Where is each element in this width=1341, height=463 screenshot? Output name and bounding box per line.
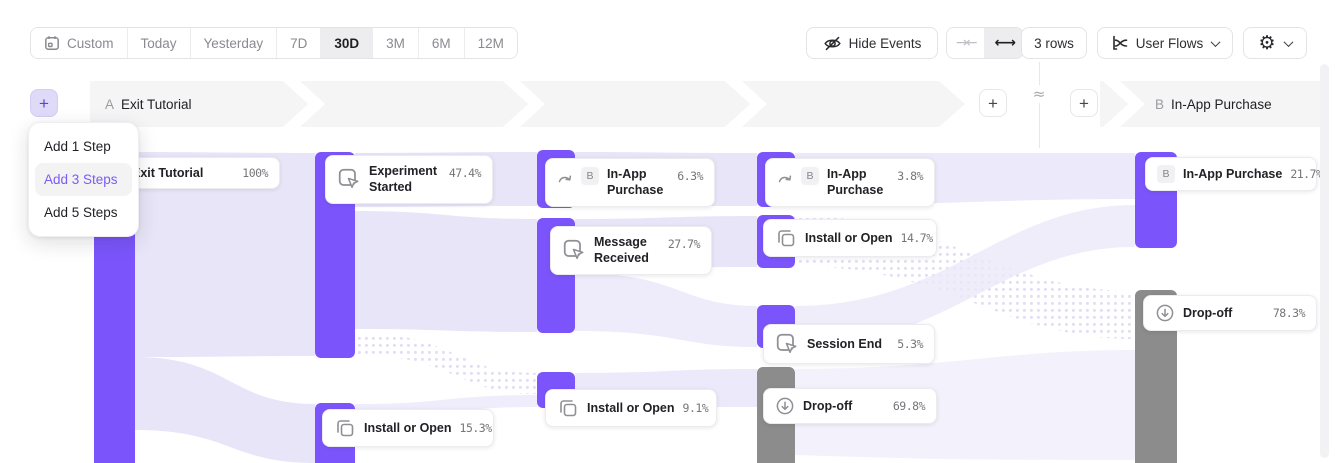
add-step-button-after-a[interactable]: + <box>979 89 1007 117</box>
plus-icon: + <box>988 93 998 113</box>
chevron-separator-icon <box>1103 81 1145 127</box>
add-step-menu: Add 1 Step Add 3 Steps Add 5 Steps <box>28 122 139 237</box>
menu-item-add-3-steps[interactable]: Add 3 Steps <box>35 163 132 196</box>
date-range-yesterday[interactable]: Yesterday <box>190 28 278 58</box>
section-divider <box>1039 62 1040 148</box>
plus-icon: + <box>1079 93 1089 113</box>
flow-node-in-app-purchase-21[interactable]: B In-App Purchase 21.7% <box>1145 157 1323 191</box>
date-range-6m[interactable]: 6M <box>418 28 465 58</box>
flow-node-in-app-purchase-3[interactable]: B In-App Purchase 3.8% <box>765 158 935 207</box>
hide-events-label: Hide Events <box>848 35 922 51</box>
expand-arrows-icon: ←→ <box>994 35 1016 51</box>
approx-separator: ≈ <box>1028 85 1050 103</box>
column-width-control: →← ←→ <box>946 27 1024 59</box>
dropoff-icon <box>1156 304 1174 322</box>
step-header-band-a: A Exit Tutorial <box>90 81 965 127</box>
event-icon <box>776 333 797 354</box>
calendar-icon <box>45 36 59 50</box>
flow-node-drop-off-78[interactable]: Drop-off 78.3% <box>1143 295 1317 331</box>
menu-item-add-5-steps[interactable]: Add 5 Steps <box>44 205 118 220</box>
flow-node-message-received[interactable]: Message Received 27.7% <box>550 226 712 275</box>
vertical-scrollbar[interactable] <box>1320 64 1329 458</box>
flow-node-session-end[interactable]: Session End 5.3% <box>763 324 935 364</box>
install-icon <box>337 420 354 437</box>
step-b-badge: B <box>801 167 819 185</box>
flow-node-in-app-purchase-6[interactable]: B In-App Purchase 6.3% <box>545 158 715 207</box>
flow-node-experiment-started[interactable]: Experiment Started 47.4% <box>325 155 493 204</box>
date-range-custom-label: Custom <box>67 35 114 51</box>
section-a-title: A Exit Tutorial <box>105 81 192 127</box>
plus-icon: + <box>39 93 49 113</box>
settings-dropdown[interactable]: ⚙ <box>1243 27 1307 59</box>
step-b-badge: B <box>1157 165 1175 183</box>
add-step-button-left[interactable]: + <box>30 89 58 117</box>
date-range-today[interactable]: Today <box>127 28 191 58</box>
eye-off-icon <box>823 36 841 50</box>
chevron-separator-icon <box>283 81 325 127</box>
flow-node-exit-tutorial[interactable]: Exit Tutorial 100% <box>120 157 280 190</box>
add-step-button-before-b[interactable]: + <box>1070 89 1098 117</box>
date-range-30d[interactable]: 30D <box>321 28 374 58</box>
flow-node-drop-off-69[interactable]: Drop-off 69.8% <box>763 388 937 424</box>
chevron-separator-icon <box>725 81 767 127</box>
date-range-custom[interactable]: Custom <box>31 28 128 58</box>
flow-node-install-or-open-15[interactable]: Install or Open 15.3% <box>322 409 494 447</box>
menu-item-add-1-step[interactable]: Add 1 Step <box>44 139 111 154</box>
date-range-control: Custom Today Yesterday 7D 30D 3M 6M 12M <box>30 27 518 59</box>
view-selector-dropdown[interactable]: User Flows <box>1097 27 1233 59</box>
expand-columns-button[interactable]: ←→ <box>985 28 1023 58</box>
date-range-3m[interactable]: 3M <box>373 28 419 58</box>
rows-button[interactable]: 3 rows <box>1021 27 1087 59</box>
event-icon <box>338 169 359 189</box>
section-b-prefix: B <box>1155 96 1165 112</box>
date-range-12m[interactable]: 12M <box>464 28 517 58</box>
step-b-badge: B <box>581 167 599 185</box>
install-icon <box>560 400 577 417</box>
collapse-arrows-icon: →← <box>956 35 978 51</box>
step-header-band-b: B In-App Purchase <box>1100 81 1325 127</box>
gear-icon: ⚙ <box>1258 31 1276 54</box>
event-icon <box>563 240 584 260</box>
jump-arrow-icon <box>558 175 572 183</box>
section-a-name: Exit Tutorial <box>121 96 192 112</box>
dropoff-icon <box>776 397 794 415</box>
rows-label: 3 rows <box>1034 35 1074 51</box>
section-b-title: B In-App Purchase <box>1155 81 1272 127</box>
view-selector-label: User Flows <box>1135 35 1204 51</box>
jump-arrow-icon <box>778 175 792 183</box>
collapse-columns-button[interactable]: →← <box>947 28 986 58</box>
flow-node-install-or-open-9[interactable]: Install or Open 9.1% <box>545 389 717 427</box>
hide-events-button[interactable]: Hide Events <box>806 27 938 59</box>
section-b-name: In-App Purchase <box>1171 96 1272 112</box>
flow-node-install-or-open-14[interactable]: Install or Open 14.7% <box>763 219 937 257</box>
date-range-7d[interactable]: 7D <box>277 28 322 58</box>
chevron-separator-icon <box>503 81 545 127</box>
flow-chart-icon <box>1112 35 1128 50</box>
install-icon <box>778 230 795 247</box>
section-a-prefix: A <box>105 96 115 112</box>
